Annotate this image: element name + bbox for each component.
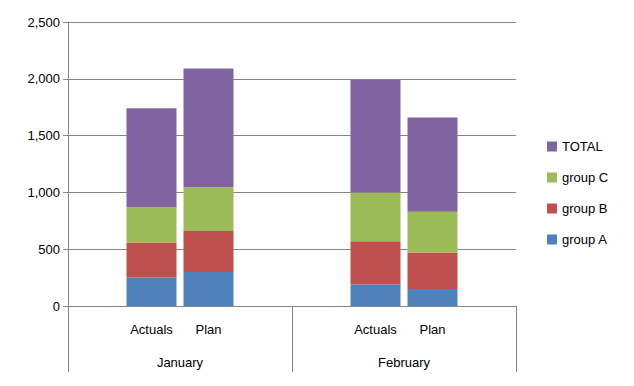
- svg-text:Plan: Plan: [195, 322, 221, 337]
- svg-text:Actuals: Actuals: [354, 322, 397, 337]
- svg-text:Actuals: Actuals: [130, 322, 173, 337]
- svg-text:TOTAL: TOTAL: [562, 139, 603, 154]
- svg-text:group C: group C: [562, 170, 608, 185]
- svg-text:January: January: [157, 355, 204, 370]
- svg-text:February: February: [378, 355, 431, 370]
- svg-text:2,500: 2,500: [27, 15, 60, 30]
- svg-text:2,000: 2,000: [27, 71, 60, 86]
- svg-text:0: 0: [53, 299, 60, 314]
- svg-text:1,000: 1,000: [27, 185, 60, 200]
- svg-text:500: 500: [38, 242, 60, 257]
- svg-text:group A: group A: [562, 232, 607, 247]
- svg-text:1,500: 1,500: [27, 128, 60, 143]
- svg-text:group B: group B: [562, 201, 608, 216]
- svg-text:Plan: Plan: [419, 322, 445, 337]
